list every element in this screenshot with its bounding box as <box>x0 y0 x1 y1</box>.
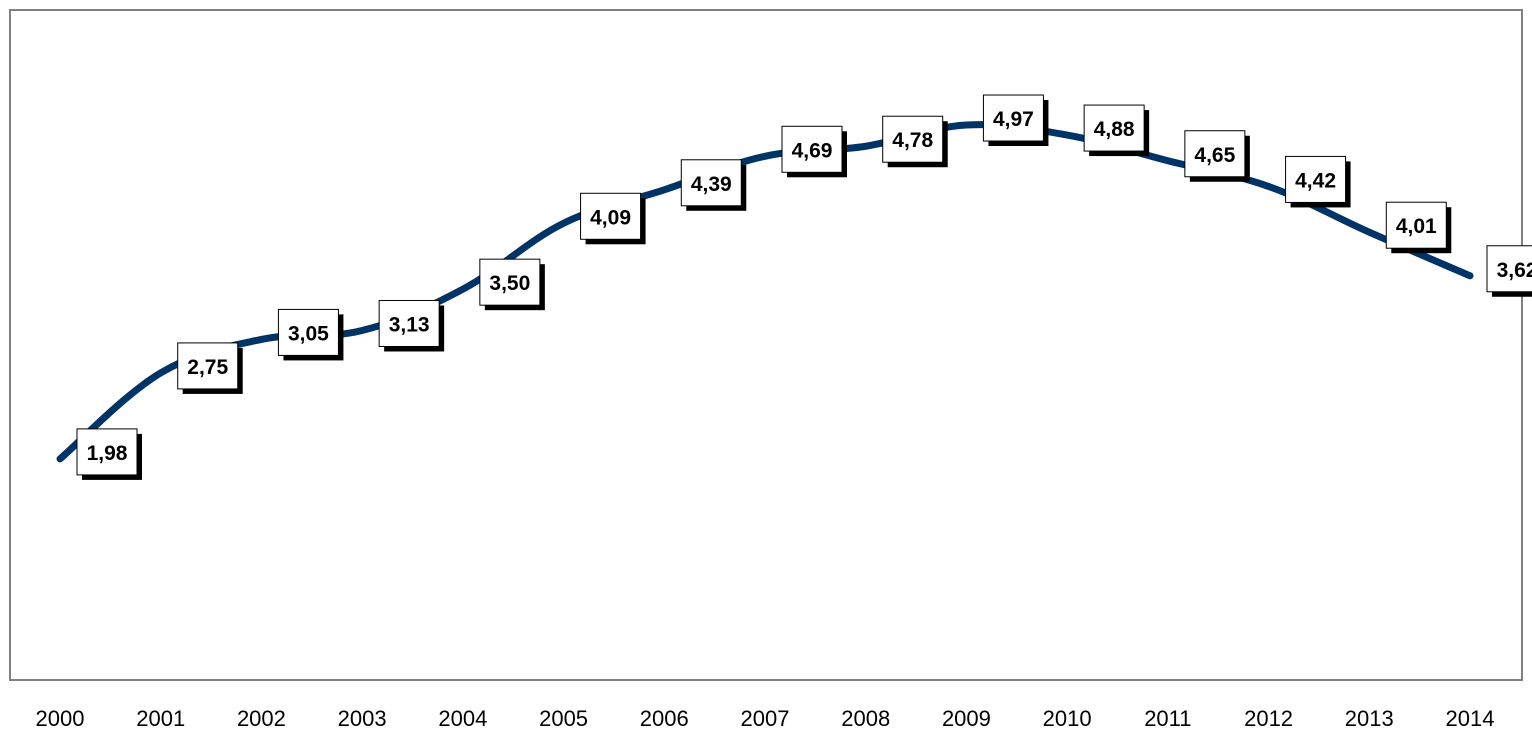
data-label: 4,42 <box>1285 155 1351 208</box>
data-label: 3,13 <box>378 299 445 352</box>
x-tick-label: 2009 <box>942 706 991 730</box>
data-label: 2,75 <box>177 342 243 394</box>
data-label: 3,05 <box>277 308 344 361</box>
data-label-box <box>1184 130 1246 178</box>
data-label-text: 4,09 <box>590 206 631 229</box>
x-tick-label: 2006 <box>640 706 689 730</box>
data-label-group: 1,98 2,75 3,05 3,13 3,50 4,09 4,39 4,69 4,78 4,97… <box>76 94 1532 480</box>
x-tick-label: 2004 <box>438 706 487 730</box>
data-label-text: 3,50 <box>489 272 530 295</box>
data-label: 4,69 <box>781 125 847 178</box>
data-label-text: 2,75 <box>187 356 228 379</box>
data-label-box <box>1385 201 1447 249</box>
data-label: 1,98 <box>76 428 142 480</box>
data-label-box <box>277 308 339 356</box>
data-label-text: 4,97 <box>993 108 1034 131</box>
x-tick-label: 2012 <box>1244 706 1293 730</box>
data-label-box <box>781 125 843 173</box>
data-label-box <box>580 192 642 240</box>
x-tick-label: 2010 <box>1043 706 1092 730</box>
data-label-box <box>680 159 742 207</box>
data-label-box <box>982 94 1044 142</box>
data-label: 3,62 <box>1486 245 1532 297</box>
x-tick-label: 2002 <box>237 706 286 730</box>
x-tick-label: 2007 <box>741 706 790 730</box>
data-label: 4,01 <box>1385 201 1452 254</box>
x-tick-label: 2001 <box>136 706 185 730</box>
data-label-box <box>1486 245 1532 293</box>
data-label: 4,78 <box>882 115 948 168</box>
x-tick-label: 2003 <box>338 706 387 730</box>
data-label: 4,65 <box>1184 130 1250 182</box>
x-tick-label: 2013 <box>1345 706 1394 730</box>
x-tick-label: 2000 <box>36 706 85 730</box>
data-label: 4,97 <box>982 94 1049 147</box>
x-tick-label: 2011 <box>1144 706 1191 730</box>
x-tick-label: 2014 <box>1446 706 1495 730</box>
x-axis-tick-labels: 2000 2001 2002 2003 2004 2005 2006 2007 2008 2009… <box>36 706 1495 730</box>
data-label: 4,39 <box>680 159 747 211</box>
x-tick-label: 2008 <box>841 706 890 730</box>
data-label-text: 4,39 <box>691 173 732 196</box>
x-tick-label: 2005 <box>539 706 588 730</box>
data-label-text: 3,05 <box>288 322 329 345</box>
data-label-box <box>479 258 541 306</box>
data-label: 4,09 <box>580 192 646 245</box>
data-label-text: 4,65 <box>1194 144 1235 167</box>
plot-area <box>9 9 1523 681</box>
data-label-box <box>378 299 440 347</box>
data-label-box <box>76 428 138 476</box>
data-label-text: 4,01 <box>1396 215 1437 238</box>
data-label-box <box>882 115 944 163</box>
data-label-text: 4,88 <box>1094 118 1135 141</box>
data-label-text: 1,98 <box>87 442 128 465</box>
data-label: 3,50 <box>479 258 545 311</box>
data-label-text: 3,62 <box>1497 259 1532 282</box>
data-label-text: 4,42 <box>1295 169 1336 192</box>
data-label-text: 3,13 <box>389 313 430 336</box>
data-label-text: 4,69 <box>792 139 833 162</box>
data-label-box <box>1285 155 1347 203</box>
data-label-box <box>177 342 239 390</box>
data-label-box <box>1083 104 1145 152</box>
data-label-text: 4,78 <box>892 129 933 152</box>
data-label: 4,88 <box>1083 104 1150 157</box>
